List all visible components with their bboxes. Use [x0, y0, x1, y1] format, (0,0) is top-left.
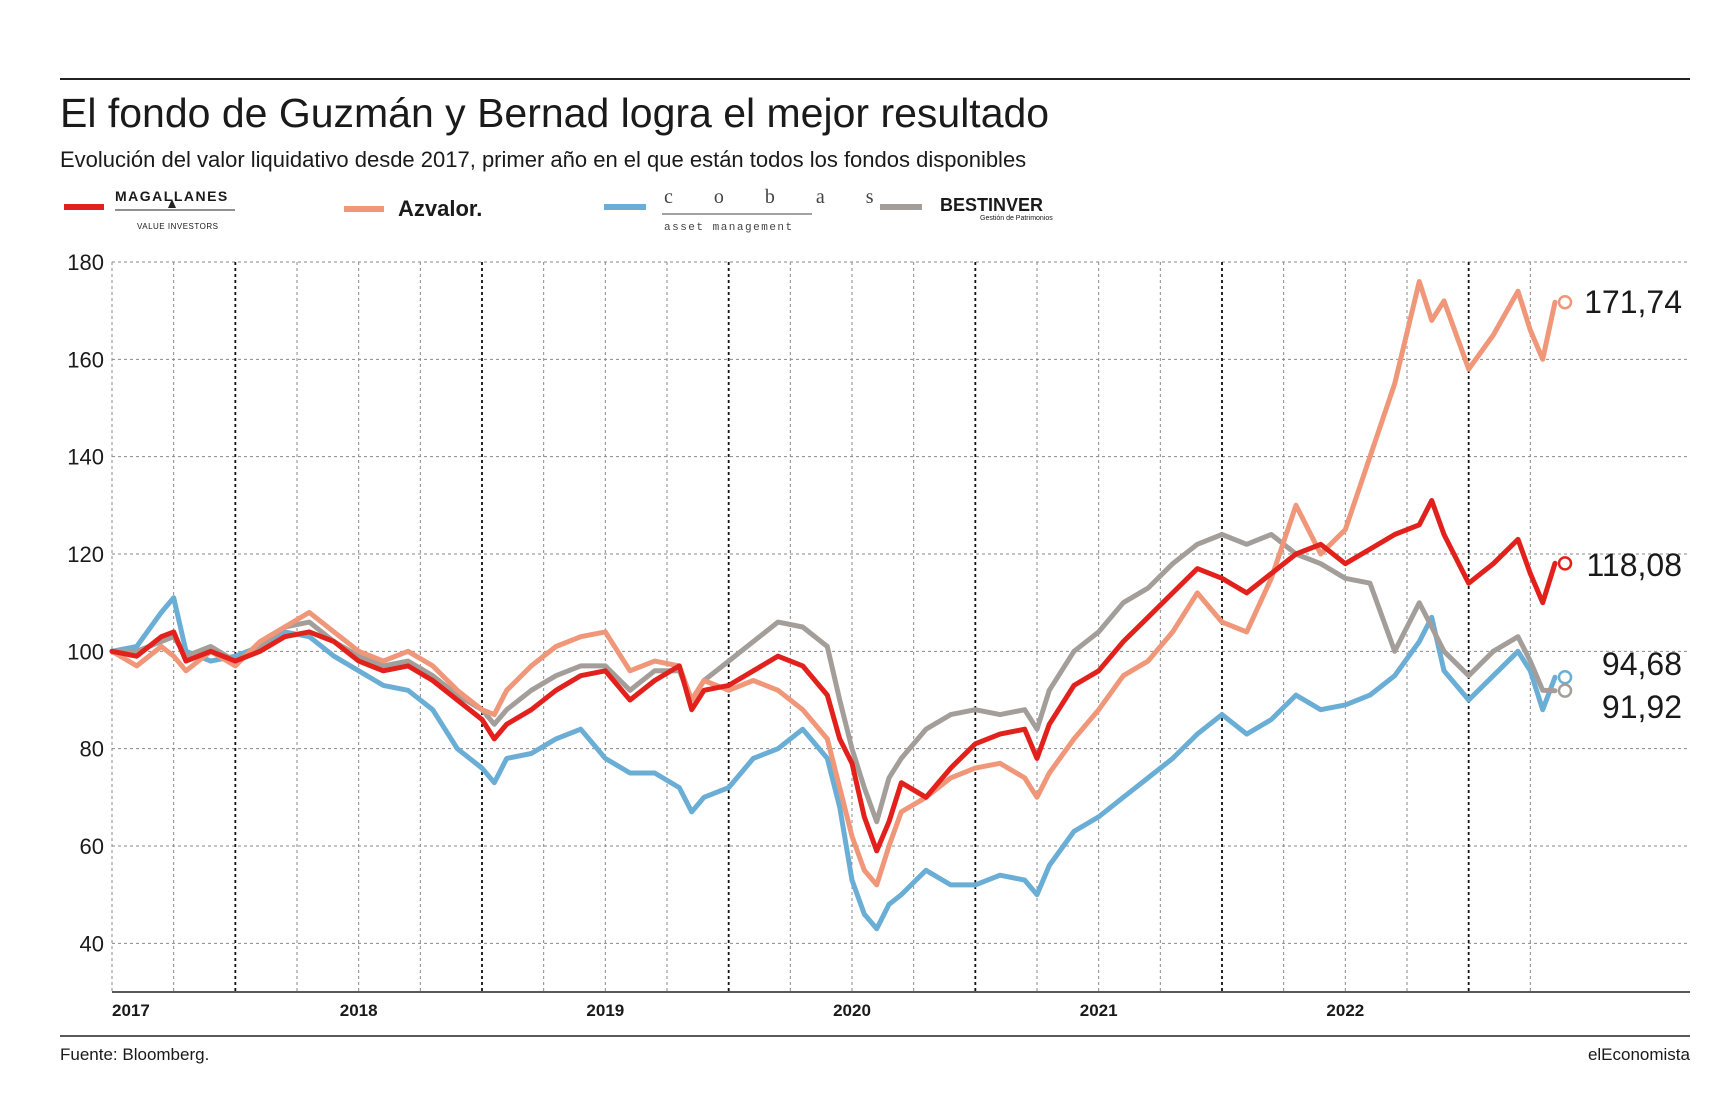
series-lines	[109, 279, 1558, 932]
bestinver-logo-subtext: Gestión de Patrimonios	[980, 215, 1053, 222]
end-label-bestinver: 91,92	[1602, 689, 1682, 725]
y-tick-label: 180	[67, 250, 104, 275]
chart-title: El fondo de Guzmán y Bernad logra el mej…	[60, 90, 1049, 136]
legend-item-azvalor: Azvalor.	[344, 196, 482, 221]
source-note: Fuente: Bloomberg.	[60, 1045, 209, 1064]
x-tick-label: 2020	[833, 1001, 871, 1020]
grid	[111, 261, 1690, 992]
y-tick-label: 140	[67, 445, 104, 470]
series-line-magallanes	[109, 498, 1558, 854]
azvalor-logo-text: Azvalor.	[398, 196, 482, 221]
y-tick-label: 100	[67, 639, 104, 664]
series-line-azvalor	[109, 279, 1558, 888]
x-tick-label: 2017	[112, 1001, 150, 1020]
ship-icon	[168, 199, 176, 208]
x-tick-label: 2019	[586, 1001, 624, 1020]
end-label-cobas: 94,68	[1602, 646, 1682, 682]
cobas-logo-subtext: asset management	[664, 222, 794, 234]
end-labels: 118,08 171,74 94,68 91,92	[1557, 284, 1683, 725]
y-tick-label: 40	[80, 931, 104, 956]
bestinver-logo-text: BESTINVER	[940, 195, 1043, 215]
end-marker-bestinver	[1557, 683, 1573, 698]
brand-name: elEconomista	[1588, 1045, 1691, 1064]
y-tick-label: 80	[80, 737, 104, 762]
magallanes-logo-text: MAGALLANES	[115, 188, 229, 204]
legend: MAGALLANES VALUE INVESTORS Azvalor. c o …	[64, 186, 1053, 234]
end-label-azvalor: 171,74	[1584, 284, 1682, 320]
y-axis: 40 60 80 100 120 140 160 180	[67, 250, 104, 956]
end-marker-magallanes	[1557, 556, 1573, 571]
end-marker-cobas	[1557, 669, 1573, 685]
end-marker-azvalor	[1557, 294, 1573, 310]
x-tick-label: 2018	[340, 1001, 378, 1020]
magallanes-logo-subtext: VALUE INVESTORS	[137, 222, 218, 231]
x-tick-label: 2022	[1326, 1001, 1364, 1020]
legend-item-bestinver: BESTINVER Gestión de Patrimonios	[880, 195, 1053, 222]
y-tick-label: 160	[67, 347, 104, 372]
end-label-magallanes: 118,08	[1587, 547, 1683, 583]
x-tick-label: 2021	[1080, 1001, 1118, 1020]
y-tick-label: 60	[80, 834, 104, 859]
cobas-logo-text: c o b a s	[664, 186, 892, 208]
series-line-bestinver	[109, 532, 1558, 825]
y-tick-label: 120	[67, 542, 104, 567]
legend-item-cobas: c o b a s asset management	[604, 186, 892, 234]
x-axis: 2017 2018 2019 2020 2021 2022	[112, 991, 1690, 1020]
series-line-cobas	[109, 595, 1558, 932]
chart-subtitle: Evolución del valor liquidativo desde 20…	[60, 147, 1026, 172]
legend-item-magallanes: MAGALLANES VALUE INVESTORS	[64, 188, 235, 231]
